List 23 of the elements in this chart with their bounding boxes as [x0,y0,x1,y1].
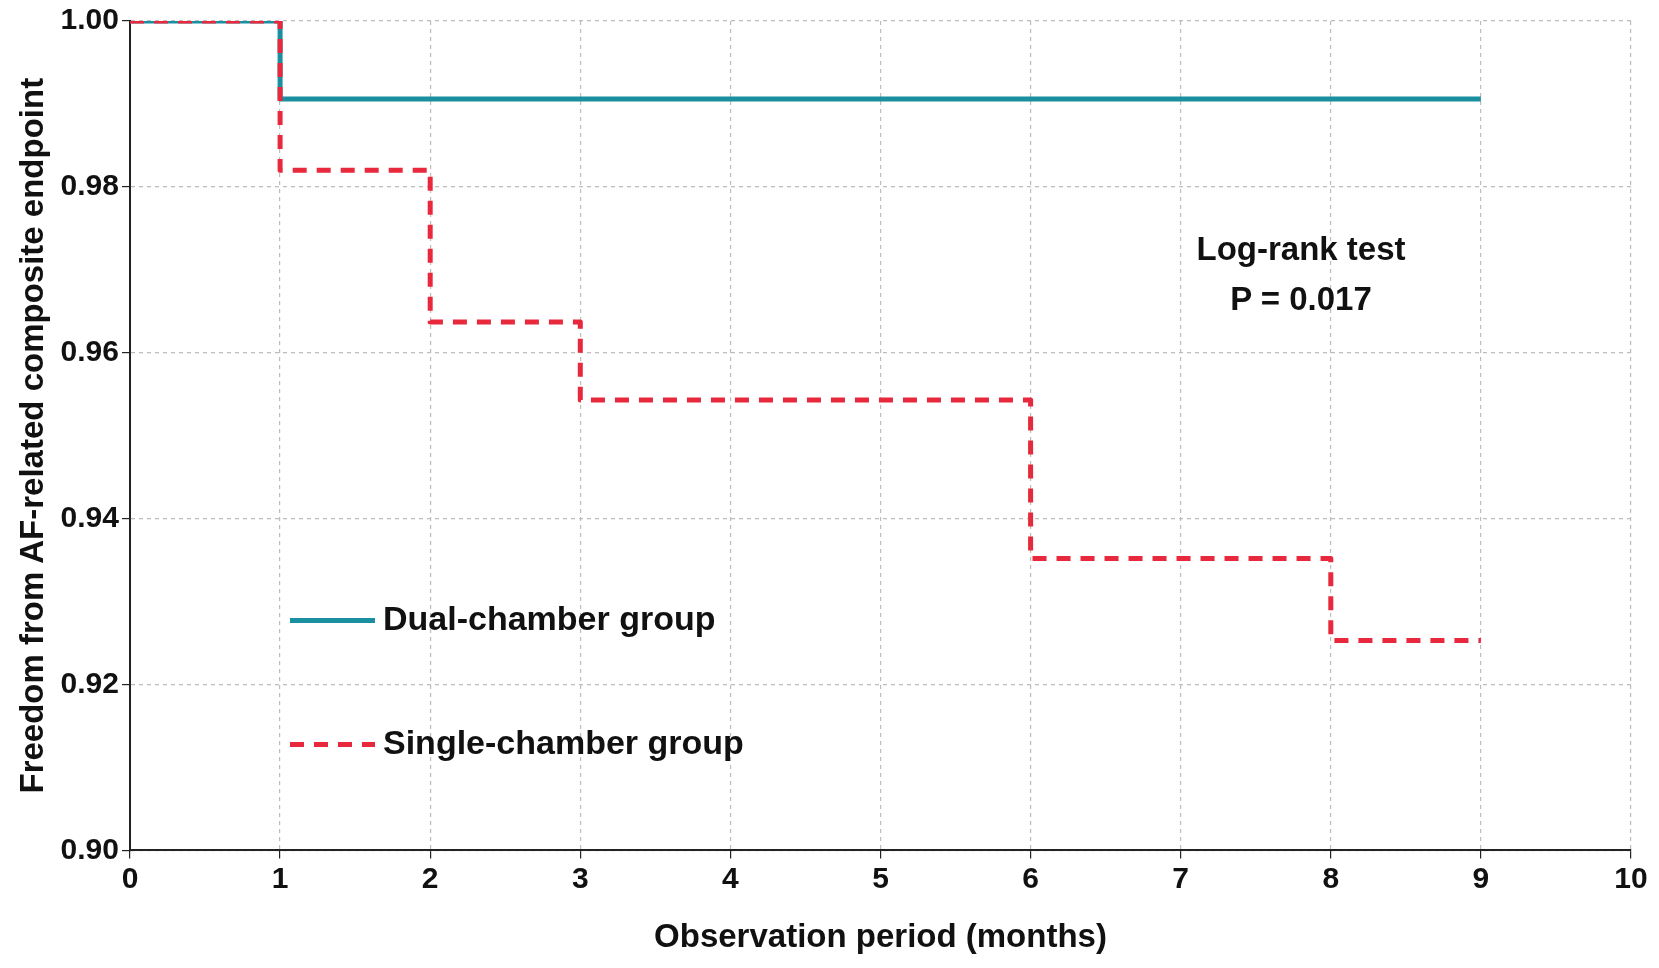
x-tick-label: 7 [1172,860,1190,894]
x-tick-label: 5 [872,860,889,894]
x-tick-label: 6 [1022,860,1039,894]
y-tick-label: 0.94 [60,499,120,533]
annotation: Log-rank test [1196,230,1406,268]
legend-label: Dual-chamber group [382,598,716,637]
y-tick-label: 0.92 [60,665,119,699]
x-tick-label: 9 [1472,860,1490,894]
x-tick-label: 1 [271,860,289,894]
x-tick-label: 4 [722,860,740,894]
y-tick-label: 1.00 [60,2,119,36]
y-tick-label: 0.98 [60,168,119,202]
x-tick-label: 2 [421,860,439,894]
y-tick-label: 0.96 [60,334,119,368]
x-tick-label: 0 [121,860,139,894]
x-tick-label: 8 [1322,860,1340,894]
legend-label: Single-chamber group [382,722,744,761]
x-tick-label: 10 [1614,860,1648,894]
x-axis-title: Observation period (months) [654,917,1107,955]
annotation: P = 0.017 [1230,280,1372,318]
y-tick-label: 0.90 [60,831,119,865]
x-tick-label: 3 [571,860,589,894]
y-axis-title: Freedom from AF-related composite endpoint [12,77,50,794]
